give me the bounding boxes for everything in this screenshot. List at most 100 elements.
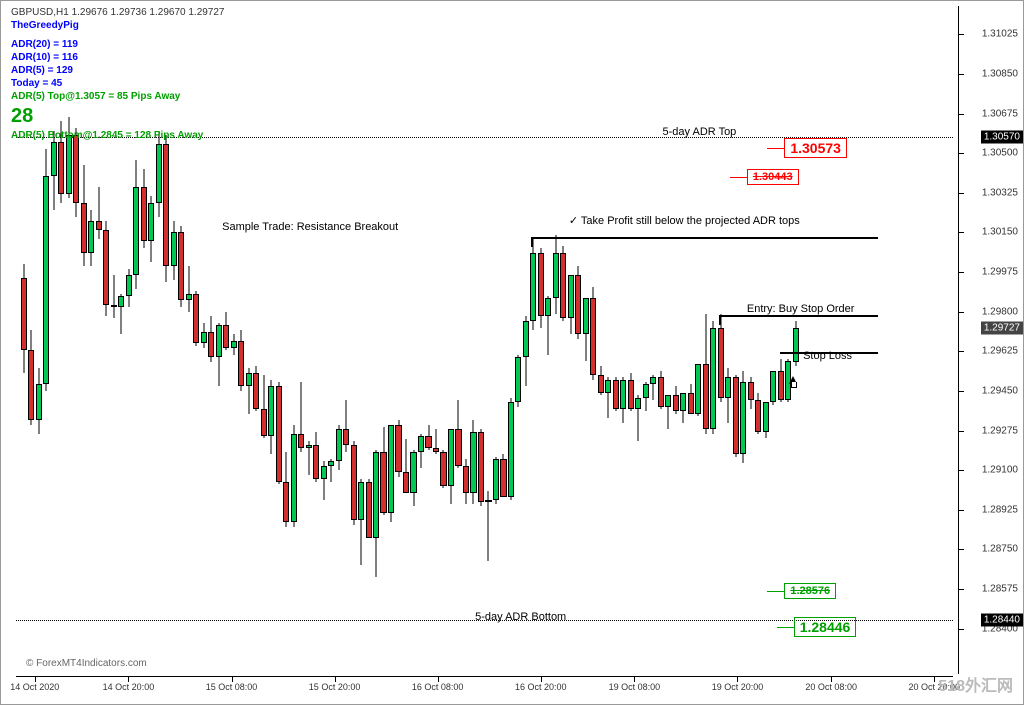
candlestick[interactable] [778, 359, 784, 402]
candlestick[interactable] [201, 323, 207, 348]
candlestick[interactable] [380, 427, 386, 515]
candlestick[interactable] [500, 454, 506, 497]
candlestick[interactable] [463, 459, 469, 504]
candlestick[interactable] [470, 420, 476, 504]
candlestick[interactable] [440, 450, 446, 488]
candlestick[interactable] [133, 160, 139, 289]
candlestick[interactable] [313, 432, 319, 482]
candlestick[interactable] [238, 330, 244, 391]
candlestick[interactable] [343, 400, 349, 452]
candlestick[interactable] [628, 373, 634, 411]
candlestick[interactable] [673, 386, 679, 413]
candlestick[interactable] [36, 368, 42, 434]
candlestick[interactable] [643, 382, 649, 411]
candlestick[interactable] [223, 312, 229, 350]
candlestick[interactable] [635, 395, 641, 440]
candlestick[interactable] [231, 334, 237, 354]
candlestick[interactable] [793, 321, 799, 366]
candlestick[interactable] [703, 314, 709, 434]
candlestick[interactable] [28, 330, 34, 425]
candlestick[interactable] [276, 382, 282, 484]
candlestick[interactable] [268, 380, 274, 455]
candlestick[interactable] [650, 375, 656, 400]
candlestick[interactable] [253, 366, 259, 411]
candlestick[interactable] [553, 235, 559, 314]
candlestick[interactable] [156, 131, 162, 217]
candlestick[interactable] [575, 266, 581, 338]
candlestick[interactable] [403, 439, 409, 493]
candlestick[interactable] [388, 425, 394, 522]
candlestick[interactable] [291, 425, 297, 527]
candlestick[interactable] [680, 393, 686, 422]
candlestick[interactable] [515, 355, 521, 407]
candlestick[interactable] [148, 196, 154, 262]
candlestick[interactable] [560, 246, 566, 321]
candlestick[interactable] [193, 291, 199, 345]
candlestick[interactable] [373, 450, 379, 577]
candlestick[interactable] [298, 382, 304, 452]
candlestick[interactable] [43, 149, 49, 391]
candlestick[interactable] [508, 398, 514, 500]
candlestick[interactable] [598, 366, 604, 395]
candlestick[interactable] [433, 429, 439, 454]
candlestick[interactable] [688, 384, 694, 413]
candlestick[interactable] [246, 368, 252, 413]
candlestick[interactable] [163, 135, 169, 282]
candlestick[interactable] [141, 169, 147, 248]
candlestick[interactable] [665, 395, 671, 429]
candlestick[interactable] [216, 323, 222, 386]
candlestick[interactable] [748, 377, 754, 409]
candlestick[interactable] [755, 393, 761, 434]
candlestick[interactable] [740, 371, 746, 464]
candlestick[interactable] [88, 210, 94, 267]
candlestick[interactable] [336, 425, 342, 470]
candlestick[interactable] [493, 457, 499, 505]
candlestick[interactable] [538, 248, 544, 327]
candlestick[interactable] [613, 377, 619, 411]
candlestick[interactable] [568, 275, 574, 334]
candlestick[interactable] [590, 287, 596, 380]
candlestick[interactable] [208, 316, 214, 361]
candlestick[interactable] [186, 266, 192, 311]
candlestick[interactable] [485, 491, 491, 561]
candlestick[interactable] [455, 400, 461, 468]
candlestick[interactable] [51, 131, 57, 210]
candlestick[interactable] [523, 316, 529, 386]
candlestick[interactable] [620, 377, 626, 422]
candlestick[interactable] [283, 452, 289, 527]
candlestick[interactable] [448, 429, 454, 504]
candlestick[interactable] [111, 275, 117, 318]
candlestick[interactable] [545, 296, 551, 355]
candlestick[interactable] [358, 479, 364, 565]
candlestick[interactable] [178, 226, 184, 308]
candlestick[interactable] [695, 364, 701, 416]
candlestick[interactable] [306, 441, 312, 475]
candlestick[interactable] [126, 269, 132, 307]
candlestick[interactable] [530, 239, 536, 330]
candlestick[interactable] [96, 187, 102, 239]
candlestick[interactable] [725, 368, 731, 422]
candlestick[interactable] [366, 479, 372, 538]
candlestick[interactable] [410, 450, 416, 507]
candlestick[interactable] [733, 375, 739, 457]
candlestick[interactable] [395, 420, 401, 477]
candlestick[interactable] [81, 165, 87, 267]
candlestick[interactable] [261, 375, 267, 438]
candlestick[interactable] [763, 402, 769, 438]
candlestick[interactable] [103, 221, 109, 316]
candlestick[interactable] [605, 377, 611, 418]
candlestick[interactable] [658, 371, 664, 409]
candlestick[interactable] [118, 294, 124, 335]
candlestick[interactable] [718, 314, 724, 402]
candlestick[interactable] [583, 298, 589, 361]
candlestick[interactable] [425, 425, 431, 450]
candlestick[interactable] [710, 321, 716, 434]
candlestick[interactable] [21, 264, 27, 373]
candlestick[interactable] [321, 461, 327, 499]
candlestick[interactable] [351, 441, 357, 525]
candlestick[interactable] [770, 371, 776, 405]
candlestick[interactable] [328, 459, 334, 482]
candlestick[interactable] [171, 221, 177, 280]
candlestick[interactable] [418, 434, 424, 468]
candlestick[interactable] [478, 429, 484, 506]
